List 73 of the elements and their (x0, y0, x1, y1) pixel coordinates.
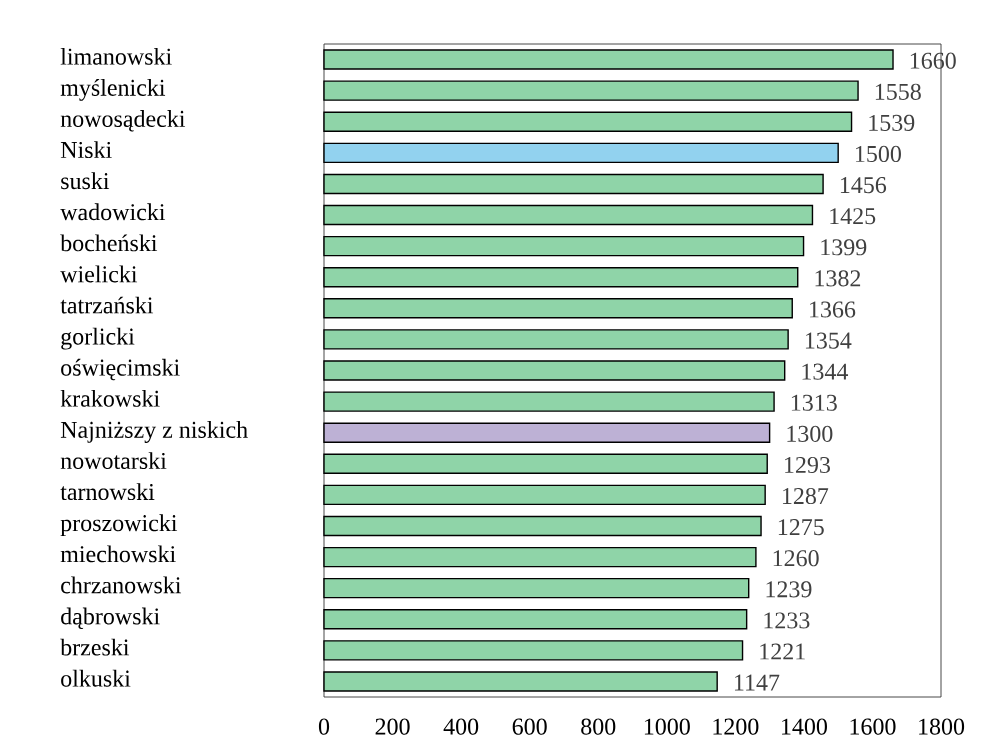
bar (323, 235, 805, 257)
bar (323, 453, 768, 474)
y-tick-label: bocheński (60, 234, 158, 252)
bar (323, 577, 750, 599)
y-tick-label: limanowski (60, 47, 172, 65)
y-tick-label: krakowski (60, 389, 160, 407)
x-tick-label: 200 (375, 718, 410, 735)
data-label: 1558 (875, 83, 921, 100)
bar (323, 515, 762, 537)
data-label: 1500 (855, 145, 901, 163)
data-label: 1287 (782, 487, 829, 505)
y-tick-label: tarnowski (60, 483, 155, 501)
data-label: 1293 (785, 456, 830, 474)
data-label: 1456 (840, 177, 887, 194)
bar (323, 329, 789, 350)
data-label: 1239 (766, 581, 812, 598)
bar (323, 484, 766, 506)
bar (323, 360, 786, 381)
data-label: 1660 (910, 52, 956, 69)
bar (323, 142, 839, 164)
data-label: 1539 (869, 114, 915, 131)
bar (323, 609, 748, 630)
x-tick-label: 0 (318, 718, 330, 735)
bar (323, 422, 771, 443)
x-tick-label: 1800 (919, 718, 965, 735)
x-tick-label: 1000 (644, 718, 690, 735)
y-tick-label: tatrzański (60, 296, 154, 314)
bar (323, 204, 814, 226)
data-label: 1233 (764, 612, 810, 629)
y-tick-label: suski (61, 172, 110, 190)
x-tick-label: 600 (512, 718, 547, 735)
bar (323, 173, 824, 195)
y-tick-label: miechowski (60, 545, 176, 563)
bar (323, 546, 757, 568)
data-label: 1344 (802, 363, 849, 380)
x-tick-label: 1600 (850, 718, 896, 735)
y-tick-label: wielicki (60, 265, 138, 283)
data-label: 1366 (810, 301, 856, 318)
y-tick-label: dąbrowski (61, 607, 160, 629)
data-label: 1399 (821, 239, 867, 256)
bar (323, 49, 894, 70)
bar (323, 391, 775, 412)
y-tick-label: gorlicki (61, 327, 135, 350)
y-tick-label: oświęcimski (61, 358, 180, 381)
y-tick-label: chrzanowski (61, 576, 182, 594)
bar (323, 80, 859, 101)
data-label: 1300 (787, 425, 833, 442)
bar (323, 671, 718, 692)
x-tick-label: 1400 (782, 718, 827, 735)
x-tick-label: 1200 (713, 718, 759, 735)
data-label: 1275 (778, 519, 824, 536)
x-tick-label: 800 (581, 718, 616, 735)
y-tick-label: Niski (60, 141, 112, 159)
y-tick-label: nowotarski (60, 452, 167, 470)
x-tick-label: 400 (443, 718, 479, 735)
y-tick-label: brzeski (60, 638, 130, 656)
bar (323, 111, 853, 132)
y-tick-label: proszowicki (60, 514, 178, 537)
y-tick-label: nowosądecki (60, 110, 186, 132)
bar (323, 267, 799, 288)
bar (323, 298, 793, 319)
data-label: 1260 (773, 550, 819, 567)
data-label: 1313 (791, 394, 837, 411)
data-label: 1354 (805, 332, 852, 349)
bar (323, 640, 744, 661)
y-tick-label: myślenicki (60, 78, 166, 101)
y-tick-label: wadowicki (60, 203, 166, 221)
y-tick-label: Najniższy z niskich (60, 421, 248, 443)
data-label: 1221 (760, 643, 805, 660)
data-label: 1382 (815, 270, 861, 287)
y-tick-label: olkuski (61, 669, 131, 687)
data-label: 1425 (830, 208, 876, 225)
data-label: 1147 (734, 674, 780, 691)
